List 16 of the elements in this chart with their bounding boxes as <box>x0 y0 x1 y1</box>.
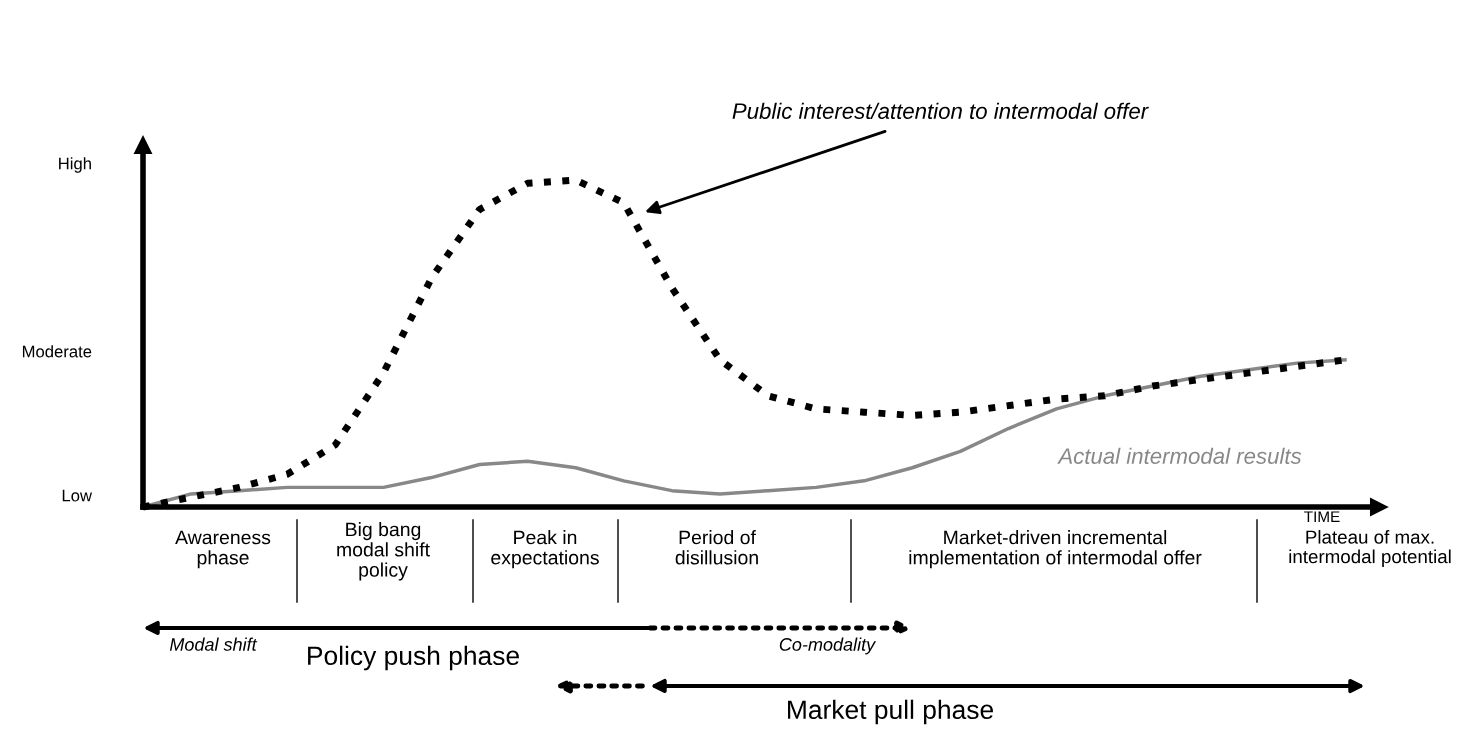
text: Big bang modal shift policy <box>337 522 430 581</box>
text: Low <box>62 489 93 502</box>
text: Co-modality <box>779 637 877 655</box>
text: Market pull phase <box>788 699 993 725</box>
series-label: Actual intermodal results <box>1057 447 1302 464</box>
text: Awareness phase <box>175 530 271 569</box>
text: Moderate <box>22 345 92 358</box>
text: Peak in expectations <box>491 530 599 569</box>
text: Public interest/attention to intermodal offer <box>732 102 1149 119</box>
text: Modal shift <box>169 637 258 651</box>
text: Policy push phase <box>308 645 519 671</box>
text: High <box>59 157 91 173</box>
text: Period of disillusion <box>675 530 758 565</box>
x-axis-title: TIME <box>1304 511 1340 522</box>
text: Market-driven incremental implementation of intermodal offer <box>909 530 1202 569</box>
text: Plateau of max. intermodal potential <box>1289 530 1451 567</box>
